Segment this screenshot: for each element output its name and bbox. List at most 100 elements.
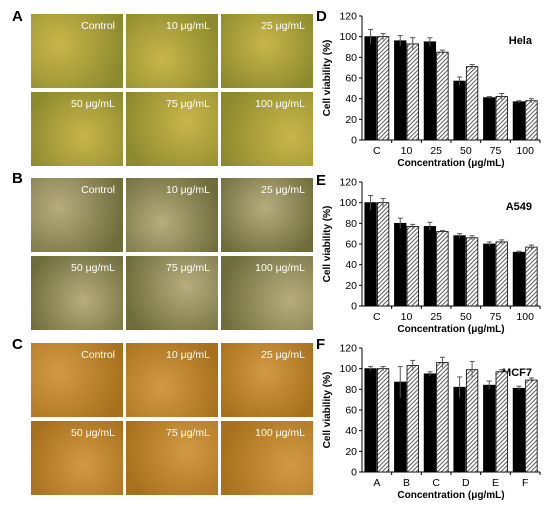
bar-hatched xyxy=(406,365,419,473)
x-tick-label: F xyxy=(522,477,528,489)
y-tick-label: 20 xyxy=(345,114,357,126)
micrograph-label: 50 μg/mL xyxy=(71,98,115,110)
x-tick-label: 10 xyxy=(401,145,413,157)
panel-label-d: D xyxy=(316,8,327,25)
x-tick-label: 10 xyxy=(401,311,413,323)
micrograph-a-6: 100 μg/mL xyxy=(220,91,314,167)
bar-solid xyxy=(364,202,377,307)
bar-solid xyxy=(483,243,496,307)
y-axis-label: Cell viability (%) xyxy=(322,40,333,117)
x-tick-label: C xyxy=(432,477,440,489)
micrograph-label: 50 μg/mL xyxy=(71,262,115,274)
bar-solid xyxy=(483,384,496,473)
y-tick-label: 20 xyxy=(345,446,357,458)
chart-title: MCF7 xyxy=(502,367,532,379)
micrograph-a-3: 25 μg/mL xyxy=(220,13,314,89)
panel-label-a: A xyxy=(12,8,23,25)
micrograph-label: 100 μg/mL xyxy=(255,427,305,439)
x-tick-label: A xyxy=(373,477,380,489)
panel-label-b: B xyxy=(12,170,23,187)
y-tick-label: 120 xyxy=(339,11,357,23)
panel-label-e: E xyxy=(316,172,327,189)
micrograph-label: 50 μg/mL xyxy=(71,427,115,439)
y-tick-label: 80 xyxy=(345,384,357,396)
micrograph-c-2: 10 μg/mL xyxy=(125,342,219,418)
micrograph-b-6: 100 μg/mL xyxy=(220,255,314,331)
panel-label-c: C xyxy=(12,336,23,353)
y-tick-label: 60 xyxy=(345,239,357,251)
y-tick-label: 100 xyxy=(339,31,357,43)
bar-solid xyxy=(453,235,466,307)
micrograph-b-4: 50 μg/mL xyxy=(30,255,124,331)
micrograph-label: Control xyxy=(81,349,115,361)
bar-hatched xyxy=(436,231,449,307)
bar-hatched xyxy=(465,66,479,141)
micrograph-b-5: 75 μg/mL xyxy=(125,255,219,331)
micrograph-a-1: Control xyxy=(30,13,124,89)
x-tick-label: 25 xyxy=(430,311,442,323)
micrograph-label: 100 μg/mL xyxy=(255,262,305,274)
x-tick-label: C xyxy=(373,311,381,323)
micrograph-label: Control xyxy=(81,184,115,196)
y-tick-label: 40 xyxy=(345,425,357,437)
y-tick-label: 80 xyxy=(345,52,357,64)
x-tick-label: 25 xyxy=(430,145,442,157)
bar-solid xyxy=(423,226,437,307)
bar-solid xyxy=(394,40,407,141)
x-axis-label: Concentration (μg/mL) xyxy=(397,324,504,335)
bar-hatched xyxy=(495,96,508,141)
bar-hatched xyxy=(525,246,538,307)
bar-chart-d: 0 20 40 60 80 100 120 Cell viability (%) Hela C 10… xyxy=(322,11,541,169)
bar-hatched xyxy=(465,237,479,307)
bar-solid xyxy=(453,386,466,473)
micrograph-label: 75 μg/mL xyxy=(166,427,210,439)
x-tick-label: E xyxy=(492,477,499,489)
x-tick-label: 100 xyxy=(516,145,534,157)
micrograph-b-2: 10 μg/mL xyxy=(125,177,219,253)
x-axis-label: Concentration (μg/mL) xyxy=(397,158,504,169)
panel-label-f: F xyxy=(316,336,326,353)
micrograph-a-4: 50 μg/mL xyxy=(30,91,124,167)
micrograph-b-3: 25 μg/mL xyxy=(220,177,314,253)
y-tick-label: 100 xyxy=(339,197,357,209)
x-tick-label: 100 xyxy=(516,311,534,323)
micrograph-c-5: 75 μg/mL xyxy=(125,420,219,496)
bar-solid xyxy=(394,222,407,307)
bar-hatched xyxy=(495,241,508,307)
micrograph-b-1: Control xyxy=(30,177,124,253)
micrograph-label: 75 μg/mL xyxy=(166,262,210,274)
bar-solid xyxy=(423,373,437,473)
chart-title: Hela xyxy=(509,35,533,47)
bar-solid xyxy=(364,36,377,141)
x-tick-label: B xyxy=(403,477,410,489)
y-tick-label: 100 xyxy=(339,363,357,375)
x-axis-label: Concentration (μg/mL) xyxy=(397,490,504,501)
x-tick-label: 50 xyxy=(460,311,472,323)
bar-solid xyxy=(512,387,526,473)
bar-hatched xyxy=(495,371,508,473)
y-tick-label: 0 xyxy=(351,467,357,479)
y-tick-label: 120 xyxy=(339,343,357,355)
micrograph-label: 25 μg/mL xyxy=(261,184,305,196)
micrograph-label: 25 μg/mL xyxy=(261,349,305,361)
y-tick-label: 40 xyxy=(345,259,357,271)
x-tick-label: 50 xyxy=(460,145,472,157)
bar-hatched xyxy=(376,36,390,141)
x-tick-label: 75 xyxy=(490,311,502,323)
bar-solid xyxy=(364,368,377,473)
bar-hatched xyxy=(465,369,479,473)
bar-hatched xyxy=(525,379,538,473)
bar-solid xyxy=(483,97,496,141)
micrograph-c-4: 50 μg/mL xyxy=(30,420,124,496)
micrograph-c-1: Control xyxy=(30,342,124,418)
y-tick-label: 0 xyxy=(351,135,357,147)
micrograph-label: Control xyxy=(81,20,115,32)
micrograph-c-3: 25 μg/mL xyxy=(220,342,314,418)
x-tick-label: 75 xyxy=(490,145,502,157)
chart-title: A549 xyxy=(506,201,532,213)
bar-solid xyxy=(512,251,526,307)
x-tick-label: C xyxy=(373,145,381,157)
x-tick-label: D xyxy=(462,477,470,489)
bar-hatched xyxy=(436,51,449,141)
